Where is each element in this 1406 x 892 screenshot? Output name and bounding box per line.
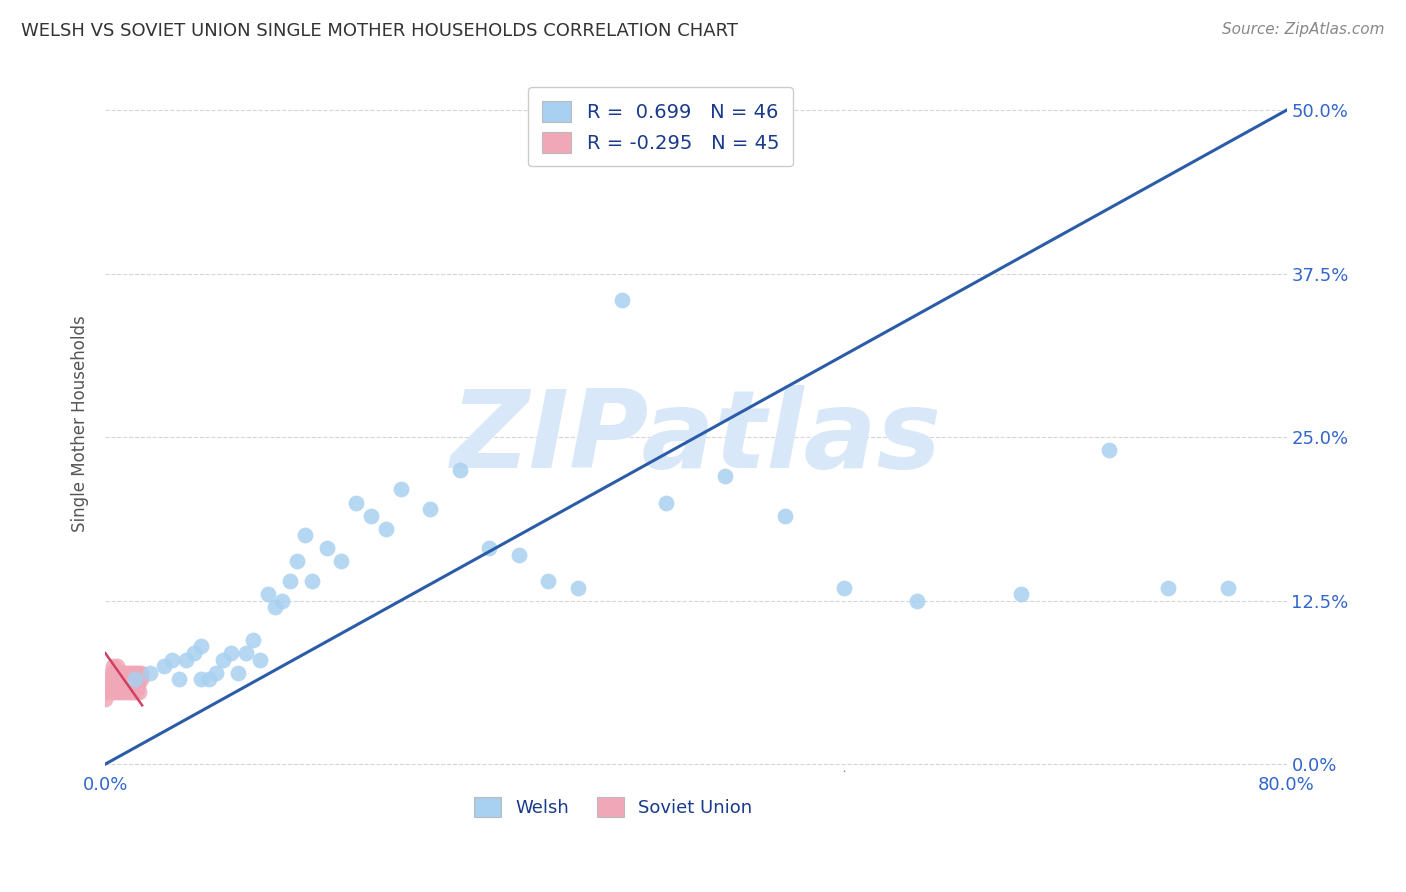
Point [98,679,121,693]
Point [112,665,135,680]
Point [190,640,212,654]
Point [97,672,120,686]
Point [129,665,152,680]
Point [122,672,145,686]
Point [330,554,353,568]
Point [118,679,141,693]
Point [226,665,249,680]
Point [905,593,928,607]
Point [107,665,129,680]
Point [101,685,124,699]
Point [105,659,128,673]
Point [117,685,139,699]
Point [478,541,501,556]
Point [104,685,127,699]
Point [315,541,337,556]
Point [100,665,122,680]
Point [567,581,589,595]
Point [125,685,148,699]
Point [508,548,530,562]
Point [1216,581,1239,595]
Point [256,587,278,601]
Point [242,632,264,647]
Point [103,672,125,686]
Point [285,554,308,568]
Point [128,672,150,686]
Point [714,469,737,483]
Point [115,672,138,686]
Point [773,508,796,523]
Point [360,508,382,523]
Point [167,672,190,686]
Point [94,691,117,706]
Point [212,652,235,666]
Point [344,495,367,509]
Point [1010,587,1032,601]
Point [197,672,219,686]
Point [183,646,205,660]
Point [127,665,149,680]
Point [294,528,316,542]
Point [103,665,125,680]
Point [190,672,212,686]
Text: ZIPatlas: ZIPatlas [450,385,942,491]
Point [537,574,560,588]
Point [111,672,134,686]
Point [124,672,146,686]
Point [389,483,412,497]
Point [107,672,129,686]
Point [610,293,633,307]
Point [101,659,124,673]
Point [264,600,287,615]
Point [205,665,228,680]
Text: Source: ZipAtlas.com: Source: ZipAtlas.com [1222,22,1385,37]
Point [129,672,152,686]
Point [176,652,198,666]
Point [118,665,141,680]
Point [138,665,160,680]
Point [301,574,323,588]
Legend: Welsh, Soviet Union: Welsh, Soviet Union [467,789,759,824]
Point [117,672,139,686]
Point [153,659,176,673]
Point [121,665,143,680]
Point [1098,443,1121,458]
Point [1157,581,1180,595]
Point [108,685,131,699]
Point [124,665,146,680]
Point [96,685,118,699]
Text: WELSH VS SOVIET UNION SINGLE MOTHER HOUSEHOLDS CORRELATION CHART: WELSH VS SOVIET UNION SINGLE MOTHER HOUS… [21,22,738,40]
Point [120,685,142,699]
Point [108,679,131,693]
Point [271,593,294,607]
Point [124,679,146,693]
Point [125,672,148,686]
Point [121,679,143,693]
Y-axis label: Single Mother Households: Single Mother Households [72,316,89,533]
Point [374,522,396,536]
Point [235,646,257,660]
Point [160,652,183,666]
Point [419,502,441,516]
Point [249,652,271,666]
Point [115,665,138,680]
Point [120,672,142,686]
Point [449,463,471,477]
Point [127,679,149,693]
Point [105,665,128,680]
Point [655,495,678,509]
Point [219,646,242,660]
Point [122,685,145,699]
Point [112,679,135,693]
Point [278,574,301,588]
Point [128,685,150,699]
Point [832,581,855,595]
Point [110,665,132,680]
Point [111,685,134,699]
Point [104,679,127,693]
Point [110,672,132,686]
